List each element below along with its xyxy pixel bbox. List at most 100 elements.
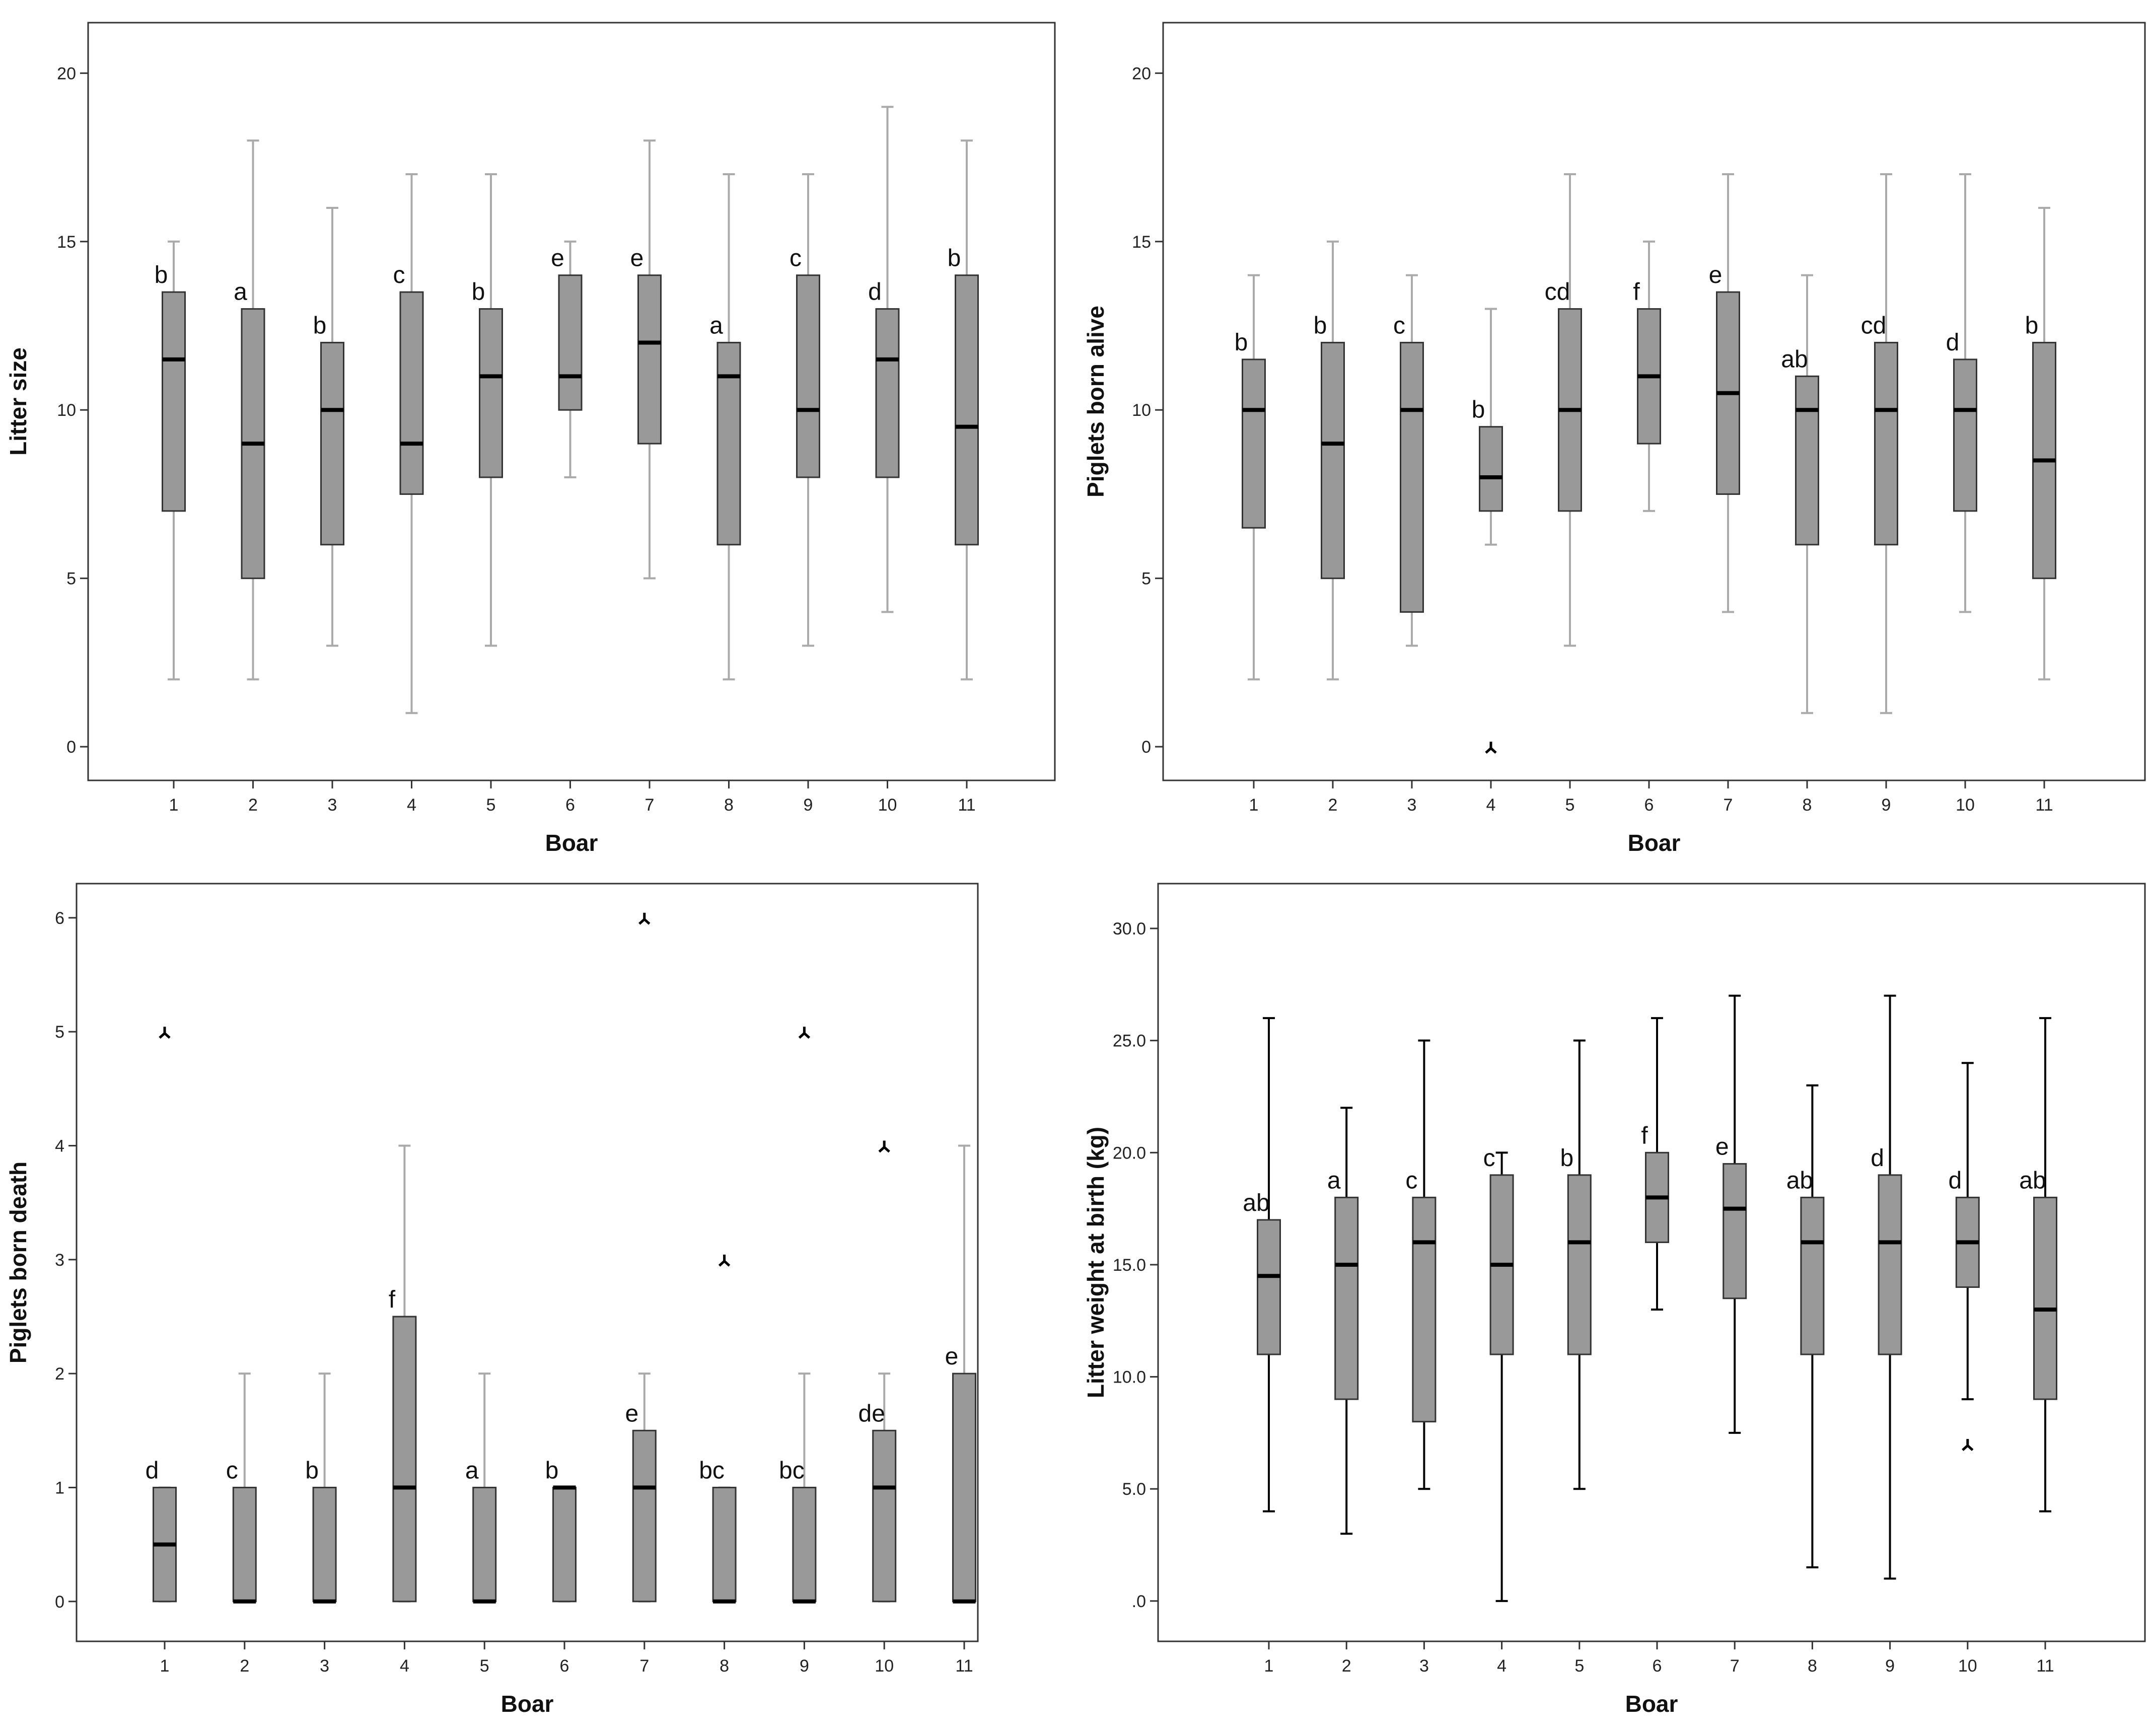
x-tick-label: 10	[875, 1656, 894, 1676]
y-tick-label: 5	[55, 1023, 64, 1042]
box-boar-6: e	[551, 240, 583, 478]
y-tick-label: 20.0	[1113, 1143, 1146, 1163]
plot-frame	[76, 883, 979, 1642]
x-tick-label: 6	[1644, 795, 1654, 815]
significance-letter: d	[1871, 1145, 1884, 1172]
x-tick-label: 4	[1486, 795, 1496, 815]
x-tick-label: 5	[1574, 1656, 1584, 1676]
iqr-box	[1953, 358, 1977, 512]
box-boar-10: de	[858, 1372, 897, 1603]
outlier-marker	[878, 1140, 890, 1153]
iqr-box	[472, 1486, 497, 1603]
iqr-box	[558, 274, 583, 411]
y-tick-label: 5	[66, 569, 76, 589]
x-tick-label: 3	[1419, 1656, 1429, 1676]
outlier-marker	[638, 912, 651, 925]
x-tick-label: 1	[1249, 795, 1259, 815]
box-boar-7: e	[630, 139, 662, 580]
box-boar-6: f	[1633, 240, 1661, 512]
box-boar-3: b	[305, 1372, 337, 1604]
plot-frame	[1162, 22, 2146, 781]
outlier-marker	[1485, 742, 1497, 754]
box-boar-1: ab	[1243, 1017, 1281, 1512]
iqr-box	[632, 1429, 657, 1603]
significance-letter: c	[790, 245, 802, 272]
x-tick-label: 6	[1653, 1656, 1662, 1676]
x-tick-label: 1	[160, 1656, 170, 1676]
significance-letter: ab	[1781, 346, 1808, 373]
outlier-marker	[1962, 1439, 1974, 1452]
x-tick-label: 3	[320, 1656, 329, 1676]
iqr-box	[1400, 341, 1424, 613]
x-tick-label: 4	[407, 795, 416, 815]
significance-letter: c	[1483, 1145, 1495, 1172]
outlier-glyph	[718, 1254, 731, 1267]
y-tick-label: 0	[1141, 738, 1151, 757]
box-boar-3: b	[313, 206, 344, 647]
significance-letter: bc	[779, 1457, 805, 1484]
box-boar-1: b	[155, 240, 186, 681]
iqr-box	[312, 1486, 337, 1603]
outlier-glyph	[798, 1027, 811, 1039]
x-tick-label: 2	[248, 795, 258, 815]
iqr-box	[952, 1372, 976, 1603]
significance-letter: a	[465, 1457, 479, 1484]
box-boar-10: d	[868, 106, 900, 613]
box-boar-3: c	[1405, 1039, 1437, 1490]
box-boar-8: ab	[1781, 274, 1819, 714]
y-tick-label: 15.0	[1113, 1256, 1146, 1275]
y-tick-label: 15	[57, 233, 76, 252]
significance-letter: ab	[1243, 1190, 1269, 1216]
x-tick-label: 7	[1724, 795, 1733, 815]
iqr-box	[1723, 1163, 1747, 1299]
x-tick-label: 5	[1565, 795, 1575, 815]
iqr-box	[1412, 1196, 1437, 1423]
x-tick-label: 6	[560, 1656, 569, 1676]
y-tick-label: 25.0	[1113, 1032, 1146, 1051]
box-boar-7: e	[1709, 173, 1740, 613]
significance-letter: f	[389, 1286, 396, 1313]
outlier-glyph	[1485, 742, 1497, 754]
significance-letter: cd	[1545, 279, 1570, 306]
box-boar-1: b	[1235, 274, 1266, 681]
box-boar-5: b	[472, 173, 503, 647]
x-tick-label: 7	[1730, 1656, 1740, 1676]
significance-letter: b	[313, 312, 327, 339]
x-tick-label: 9	[1882, 795, 1891, 815]
box-boar-4: c	[1483, 1145, 1514, 1602]
x-tick-label: 4	[400, 1656, 409, 1676]
y-axis-label: Piglets born alive	[1083, 306, 1109, 497]
x-tick-label: 9	[800, 1656, 809, 1676]
y-tick-label: 0	[66, 738, 76, 757]
iqr-box	[875, 308, 900, 478]
significance-letter: d	[146, 1457, 159, 1484]
y-tick-label: 10	[57, 401, 76, 420]
significance-letter: cd	[1861, 312, 1887, 339]
iqr-box	[1334, 1196, 1359, 1400]
significance-letter: c	[1393, 312, 1405, 339]
panel-3: 0 1 2 3 4 5 6 1 2 3 4 5 6 7 8 9 10 11 Boar Piglets born dea…	[5, 883, 979, 1717]
outlier-glyph	[638, 912, 651, 925]
significance-letter: b	[155, 262, 168, 288]
significance-letter: b	[1560, 1145, 1573, 1172]
x-tick-label: 11	[2036, 1656, 2054, 1676]
y-axis-label: Litter size	[5, 347, 31, 456]
significance-letter: d	[1948, 1167, 1962, 1194]
significance-letter: e	[1709, 262, 1723, 288]
significance-letter: b	[948, 245, 961, 272]
box-boar-5: cd	[1545, 173, 1582, 647]
box-boar-1: d	[146, 1457, 177, 1603]
panel-4: .0 5.0 10.0 15.0 20.0 25.0 30.0 1 2 3 4 5 6 7 8 9 10 11 Bo…	[1083, 883, 2146, 1717]
outlier-marker	[159, 1027, 171, 1039]
x-tick-label: 2	[1328, 795, 1338, 815]
iqr-box	[320, 341, 344, 546]
y-tick-label: 6	[55, 909, 64, 928]
x-tick-label: 10	[1956, 795, 1975, 815]
x-tick-label: 2	[240, 1656, 249, 1676]
box-boar-11: b	[948, 139, 979, 681]
box-boar-10: d	[1948, 1062, 1980, 1401]
significance-letter: f	[1641, 1122, 1648, 1149]
y-tick-label: 20	[57, 64, 76, 83]
